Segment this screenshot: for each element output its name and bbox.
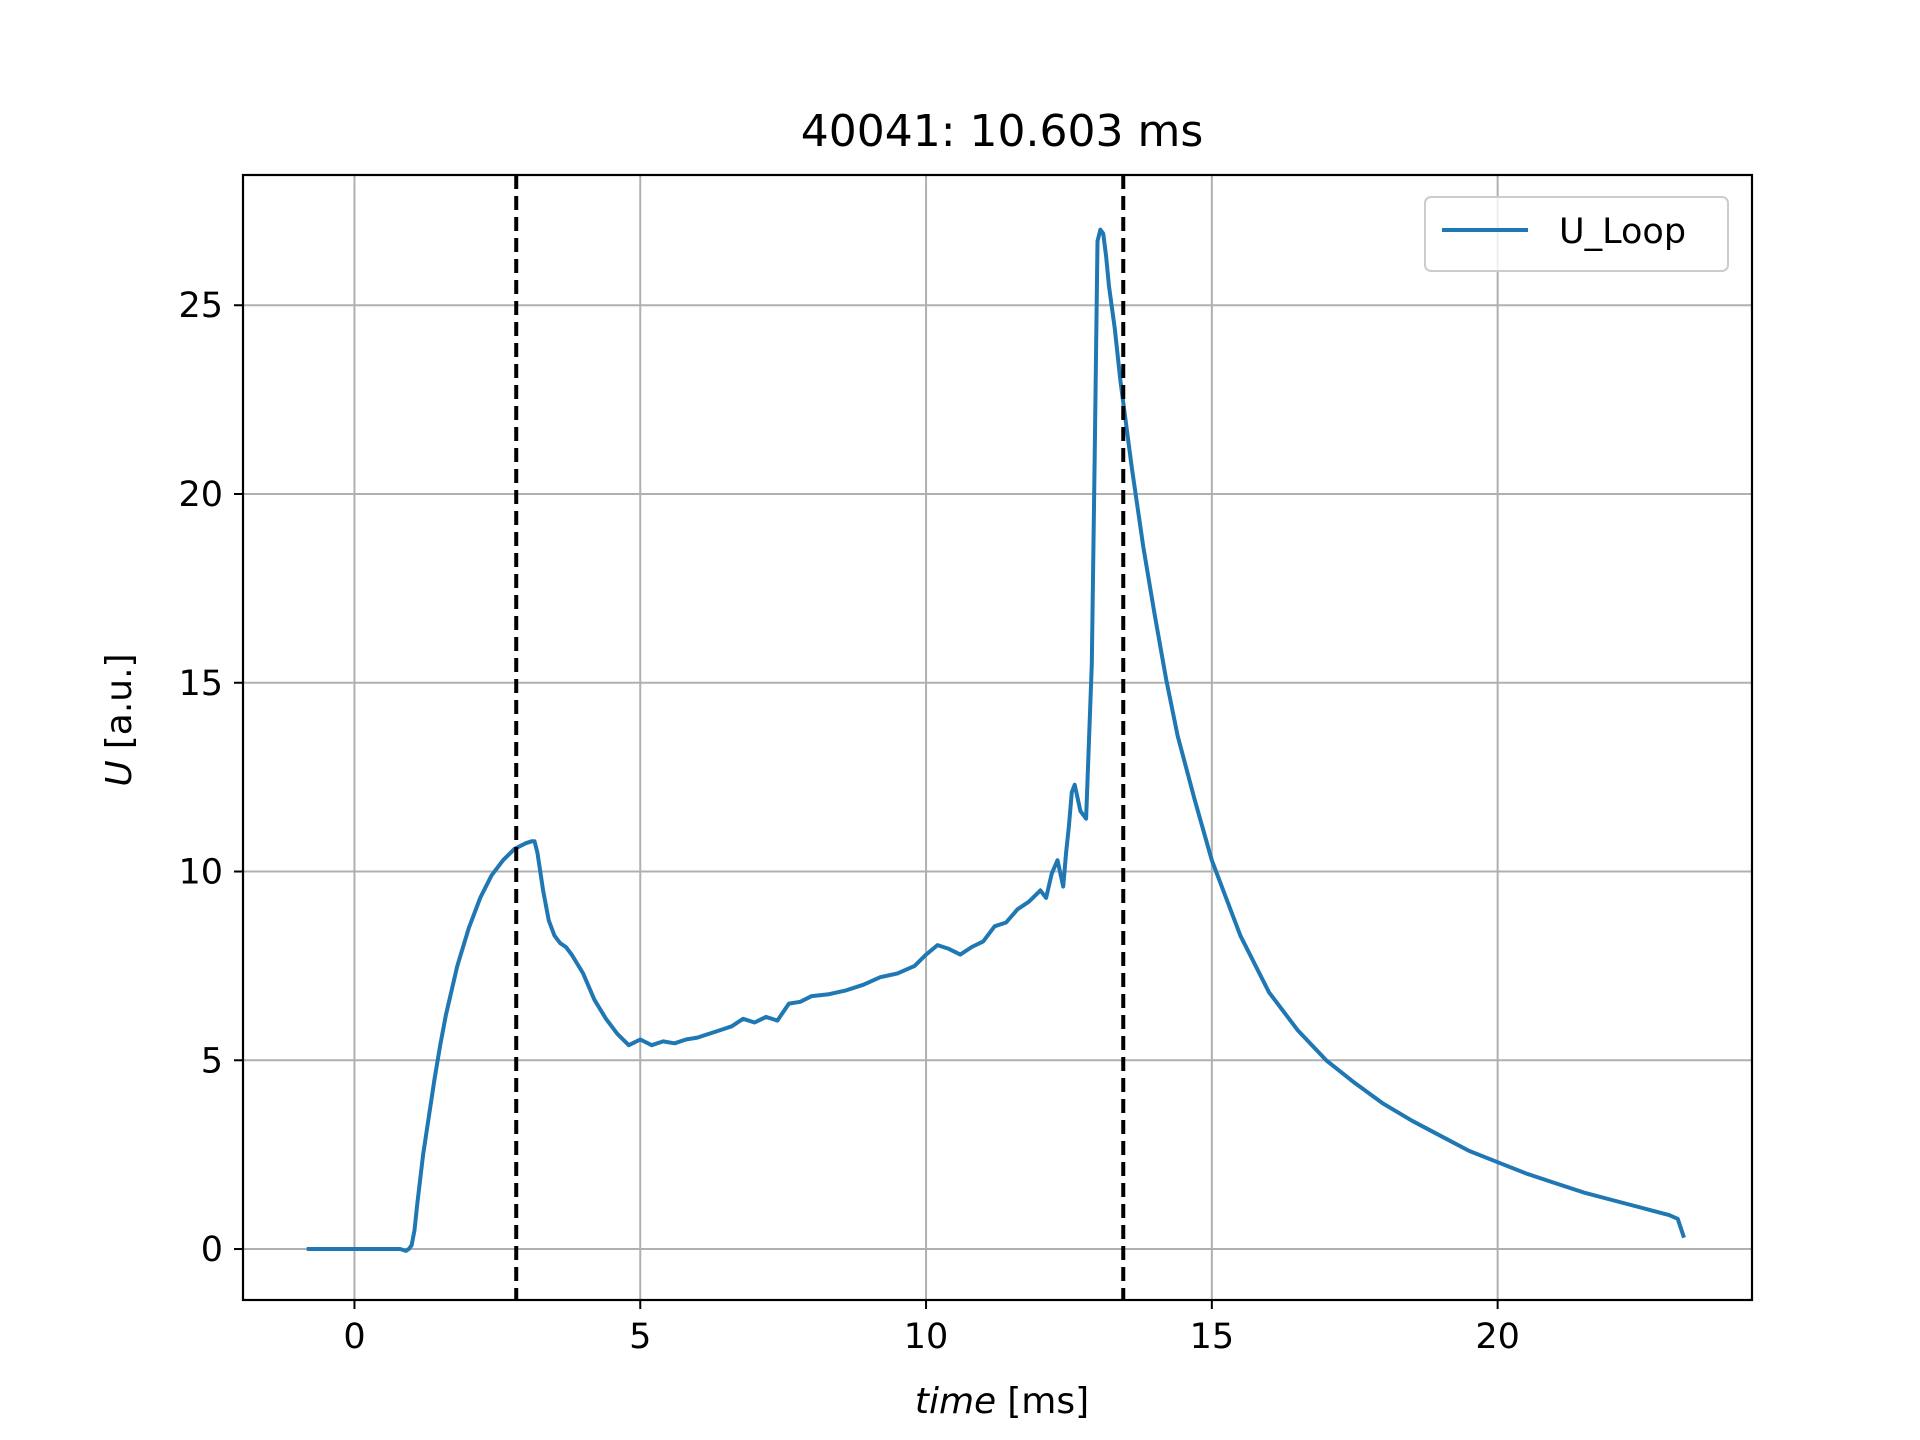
chart-title: 40041: 10.603 ms [801,106,1204,157]
x-axis-label-unit: [ms] [1007,1381,1089,1422]
y-axis-label-unit: [a.u.] [99,653,140,749]
x-tick-label: 10 [904,1317,949,1357]
legend-label: U_Loop [1559,212,1686,252]
x-tick-label: 20 [1475,1317,1520,1357]
y-tick-label: 0 [201,1230,223,1270]
x-axis-label-variable: time [915,1381,996,1422]
x-axis-label: time [ms] [915,1381,1089,1422]
y-tick-label: 5 [201,1041,223,1081]
series-line-u-loop [306,227,1686,1253]
plot-frame [241,173,1754,1302]
legend-box [1424,196,1729,272]
y-axis-label-variable: U [99,760,140,786]
x-tick-label: 15 [1190,1317,1235,1357]
legend: U_Loop [1424,196,1729,272]
plot-content [306,175,1686,1300]
ticks: 0 5 10 15 20 0 5 10 15 20 25 [178,286,1519,1357]
x-tick-label: 0 [343,1317,365,1357]
y-tick-label: 20 [178,475,223,515]
y-tick-label: 25 [178,286,223,326]
x-tick-label: 5 [629,1317,651,1357]
y-tick-label: 10 [178,853,223,893]
y-axis-label: U [a.u.] [99,653,140,786]
y-tick-label: 15 [178,664,223,704]
